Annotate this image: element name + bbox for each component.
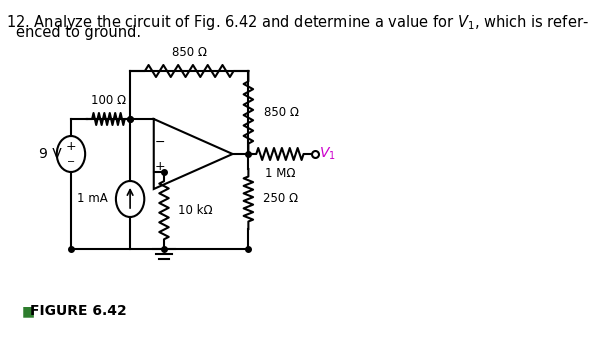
Text: 12. Analyze the circuit of Fig. 6.42 and determine a value for $V_1$, which is r: 12. Analyze the circuit of Fig. 6.42 and… bbox=[7, 13, 589, 32]
Text: −: − bbox=[67, 157, 75, 167]
Text: +: + bbox=[66, 140, 76, 153]
Text: 250 Ω: 250 Ω bbox=[263, 193, 298, 205]
Text: 850 Ω: 850 Ω bbox=[264, 106, 299, 119]
Text: FIGURE 6.42: FIGURE 6.42 bbox=[30, 304, 127, 318]
Text: enced to ground.: enced to ground. bbox=[16, 25, 141, 40]
Text: 9 V: 9 V bbox=[39, 147, 62, 161]
Text: −: − bbox=[155, 136, 165, 148]
Text: +: + bbox=[155, 160, 165, 173]
Text: 100 Ω: 100 Ω bbox=[91, 94, 126, 107]
Text: 10 kΩ: 10 kΩ bbox=[178, 204, 213, 217]
Text: ■: ■ bbox=[22, 304, 35, 318]
Text: $V_1$: $V_1$ bbox=[319, 146, 336, 162]
Text: 1 MΩ: 1 MΩ bbox=[264, 167, 295, 180]
Text: 850 Ω: 850 Ω bbox=[172, 46, 207, 59]
Text: 1 mA: 1 mA bbox=[77, 193, 108, 205]
